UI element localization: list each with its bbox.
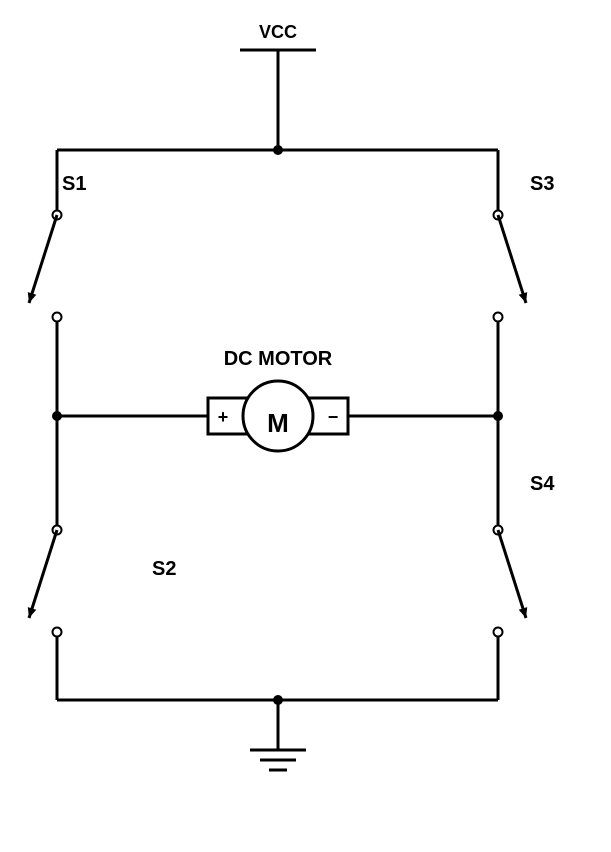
dc-motor: M + − DC MOTOR [200,348,355,451]
switch-s3-label: S3 [530,173,554,195]
switch-s2-label: S2 [152,558,176,580]
motor-title: DC MOTOR [224,348,333,370]
motor-minus-label: − [328,407,339,427]
switch-s1-label: S1 [62,173,86,195]
ground-symbol [250,700,306,770]
motor-plus-label: + [218,407,229,427]
vcc-label: VCC [259,22,297,42]
vcc-supply: VCC [240,22,316,150]
switch-s3: S3 [494,173,555,330]
switch-s4: S4 [494,473,556,645]
switch-s2: S2 [28,520,177,645]
switch-s4-label: S4 [530,473,555,495]
motor-m-label: M [267,408,289,438]
